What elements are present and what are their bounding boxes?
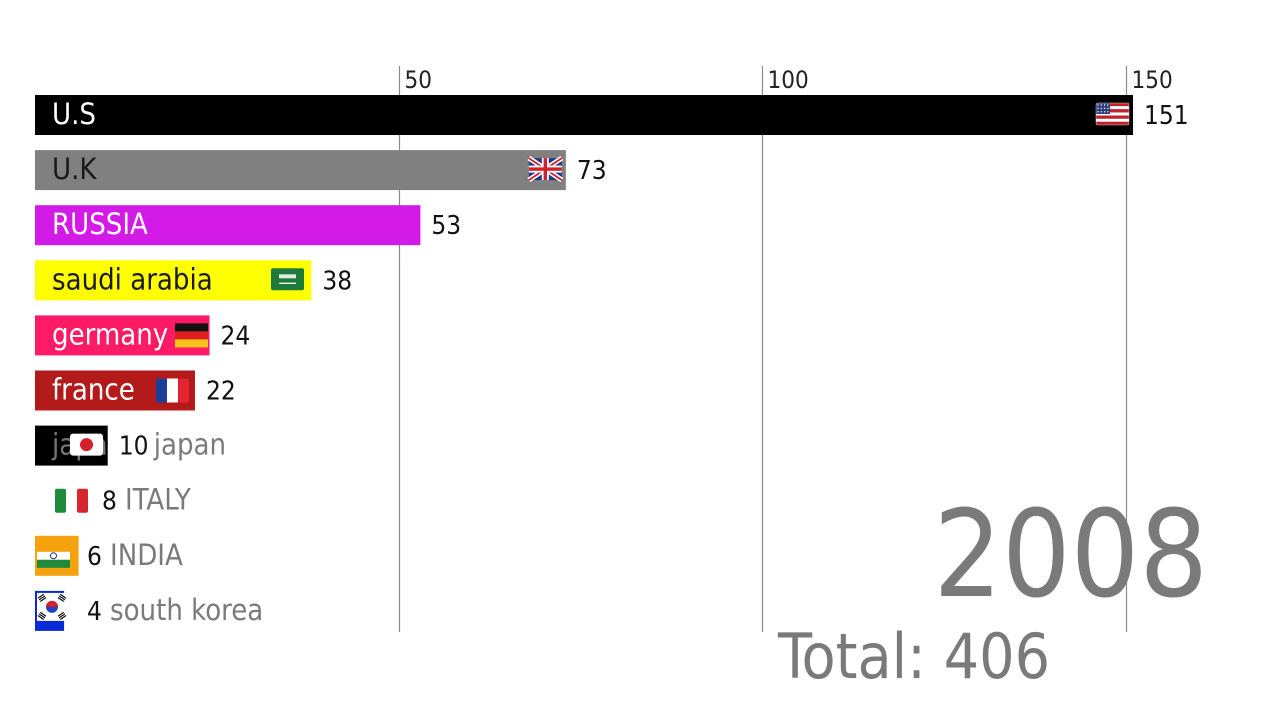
labels: 151 73 53 38 24 22 10 japan 8 ITALY 6 INDIA 4 south k…	[87, 101, 1189, 627]
value-label-saudi-arabia: 38	[322, 266, 352, 296]
category-label-india: INDIA	[110, 538, 183, 572]
value-label-u-s: 151	[1144, 101, 1189, 131]
bar-row-u-k: U.K	[35, 150, 566, 191]
bar-row-japan: japan	[35, 425, 108, 466]
india-flag-icon	[37, 543, 70, 568]
bars: U.S U.K RUSSIA saudi arabia germany france jap…	[35, 95, 1133, 631]
bar-russia	[35, 205, 421, 246]
bar-label-u-s: U.S	[52, 97, 96, 131]
category-label-japan: japan	[153, 428, 226, 462]
bar-u-k	[35, 150, 566, 191]
total-label: Total: 406	[777, 620, 1050, 693]
category-label-south-korea: south korea	[110, 593, 263, 627]
uk-flag-icon	[527, 156, 564, 183]
value-label-india: 6	[87, 542, 102, 572]
italy-flag-icon	[55, 488, 88, 513]
bar-row-saudi-arabia: saudi arabia	[35, 260, 312, 301]
germany-flag-icon	[175, 323, 208, 348]
bar-row-italy	[35, 480, 94, 521]
value-label-south-korea: 4	[87, 597, 102, 627]
grid: 50 100 150	[398, 66, 1173, 632]
year-label: 2008	[933, 486, 1208, 625]
value-label-russia: 53	[431, 211, 461, 241]
value-label-japan: 10	[119, 432, 149, 462]
bar-label-france: france	[52, 373, 135, 407]
bar-label-germany: germany	[52, 317, 168, 351]
france-flag-icon	[156, 378, 189, 403]
tick-label: 150	[1132, 66, 1173, 94]
bar-row-russia: RUSSIA	[35, 205, 421, 246]
bar-label-u-k: U.K	[52, 152, 97, 186]
category-label-italy: ITALY	[125, 483, 192, 517]
bar-row-france: france	[35, 370, 195, 411]
south-korea-flag-icon	[37, 592, 67, 621]
bar-u-s	[35, 95, 1133, 135]
value-label-france: 22	[206, 377, 236, 407]
saudi-arabia-flag-icon	[271, 268, 304, 291]
bar-saudi-arabia	[35, 260, 312, 301]
value-label-germany: 24	[221, 321, 251, 351]
value-label-italy: 8	[102, 487, 117, 517]
japan-flag-icon	[70, 433, 103, 456]
bar-row-u-s: U.S	[35, 95, 1133, 135]
bar-row-south-korea	[35, 590, 67, 631]
tick-label: 50	[405, 66, 432, 94]
bar-label-saudi-arabia: saudi arabia	[52, 262, 213, 296]
bar-row-germany: germany	[35, 315, 210, 356]
value-label-u-k: 73	[577, 156, 607, 186]
bar-label-russia: RUSSIA	[52, 207, 148, 241]
usa-flag-icon	[1095, 102, 1130, 126]
bar-row-india	[35, 535, 79, 576]
tick-label: 100	[768, 66, 809, 94]
